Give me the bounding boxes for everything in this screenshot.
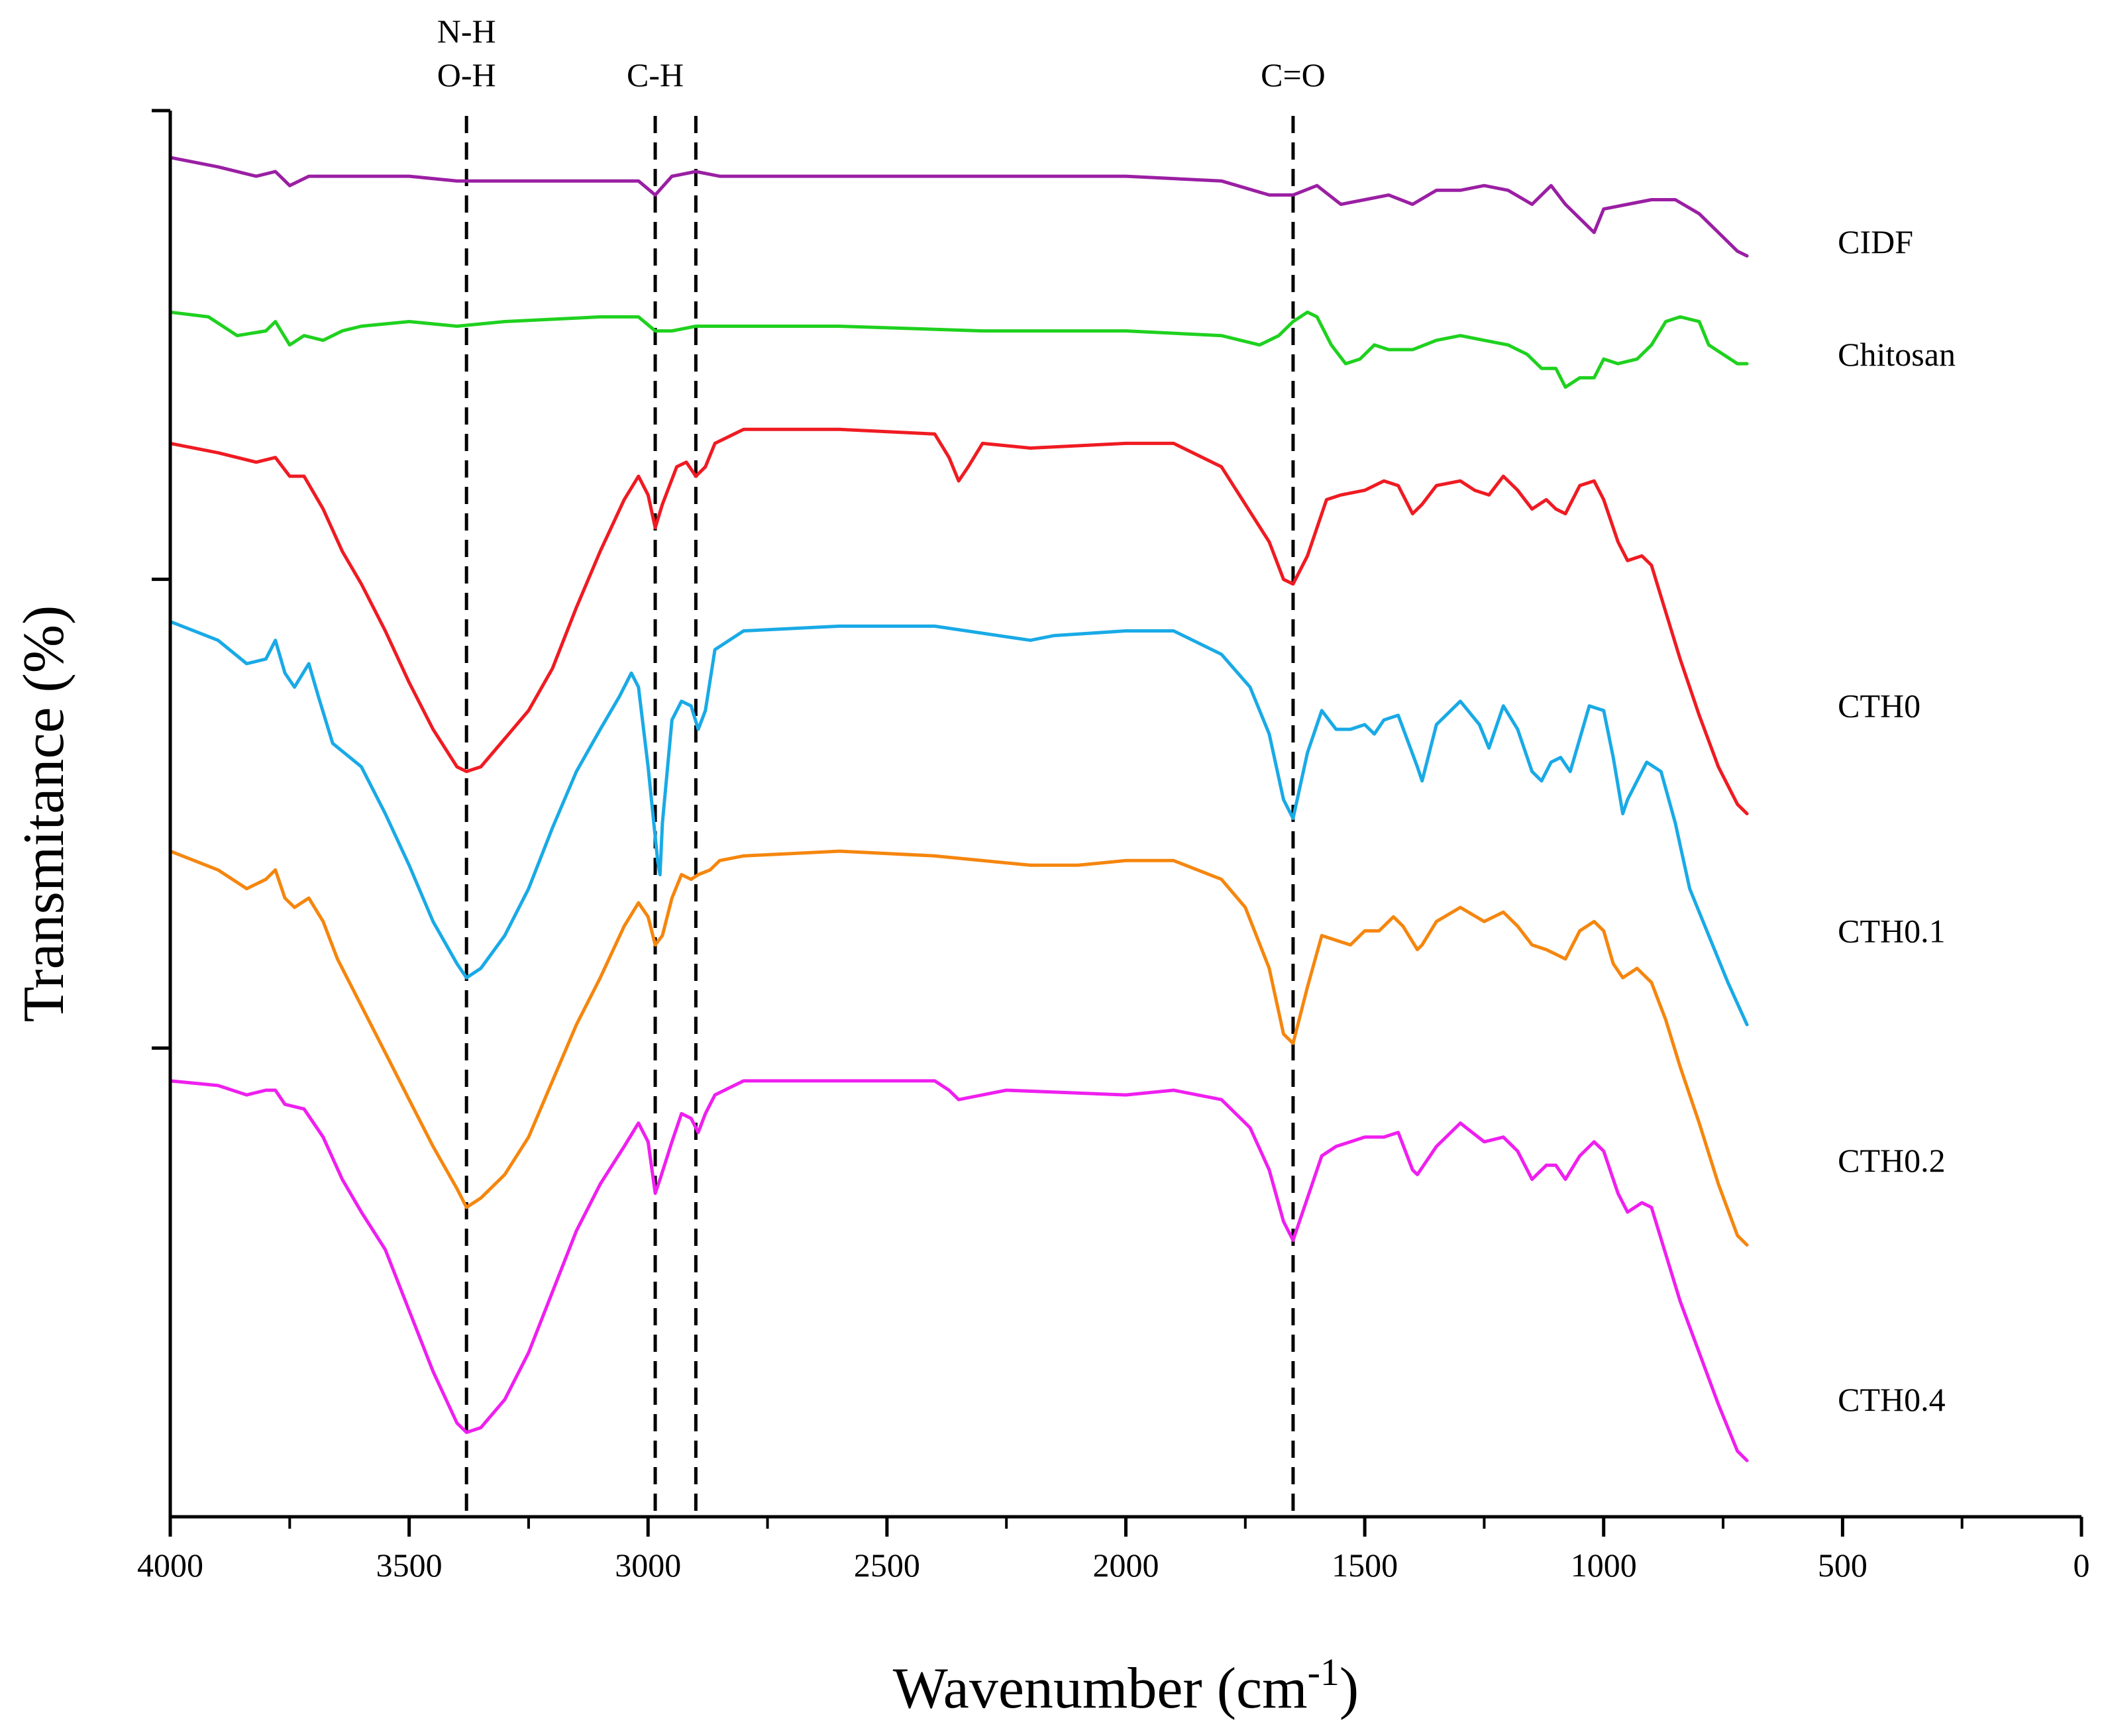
x-axis-title-main: Wavenumber (cm — [893, 1657, 1308, 1721]
y-axis-title: Transmitance (%) — [12, 605, 76, 1023]
series-line — [168, 310, 1749, 389]
peak-label: N-H — [437, 13, 496, 50]
axes — [152, 109, 2083, 1537]
x-tick-label: 500 — [1818, 1547, 1867, 1584]
labels: 4000 3500 3000 2500 2000 1500 1000 500 0 N-H O-H C-… — [137, 13, 2090, 1584]
series-label: CTH0.4 — [1838, 1381, 1946, 1418]
x-axis-title-superscript: -1 — [1308, 1651, 1340, 1694]
series-label: CTH0.2 — [1838, 1142, 1946, 1179]
peak-label: C=O — [1261, 56, 1326, 93]
x-tick-label: 1500 — [1332, 1547, 1398, 1584]
series-label: Chitosan — [1838, 336, 1956, 373]
series-line — [168, 156, 1749, 258]
series-line — [168, 849, 1749, 1247]
series-line — [168, 427, 1749, 815]
x-tick-label: 0 — [2074, 1547, 2090, 1584]
x-tick-label: 2500 — [854, 1547, 920, 1584]
series-label: CTH0 — [1838, 688, 1920, 725]
peak-label: C-H — [627, 56, 684, 93]
series-label: CTH0.1 — [1838, 912, 1946, 949]
x-tick-label: 2000 — [1093, 1547, 1159, 1584]
series-label: CIDF — [1838, 223, 1913, 260]
series-line — [168, 619, 1749, 1027]
series-line — [168, 1079, 1749, 1462]
x-axis-title: Wavenumber (cm-1) — [893, 1651, 1359, 1721]
x-tick-label: 1000 — [1571, 1547, 1637, 1584]
x-axis-title-end: ) — [1340, 1657, 1359, 1721]
peak-label: O-H — [437, 56, 496, 93]
x-tick-label: 3500 — [376, 1547, 443, 1584]
x-tick-label: 3000 — [615, 1547, 681, 1584]
series-group — [168, 156, 1749, 1462]
x-tick-label: 4000 — [137, 1547, 203, 1584]
